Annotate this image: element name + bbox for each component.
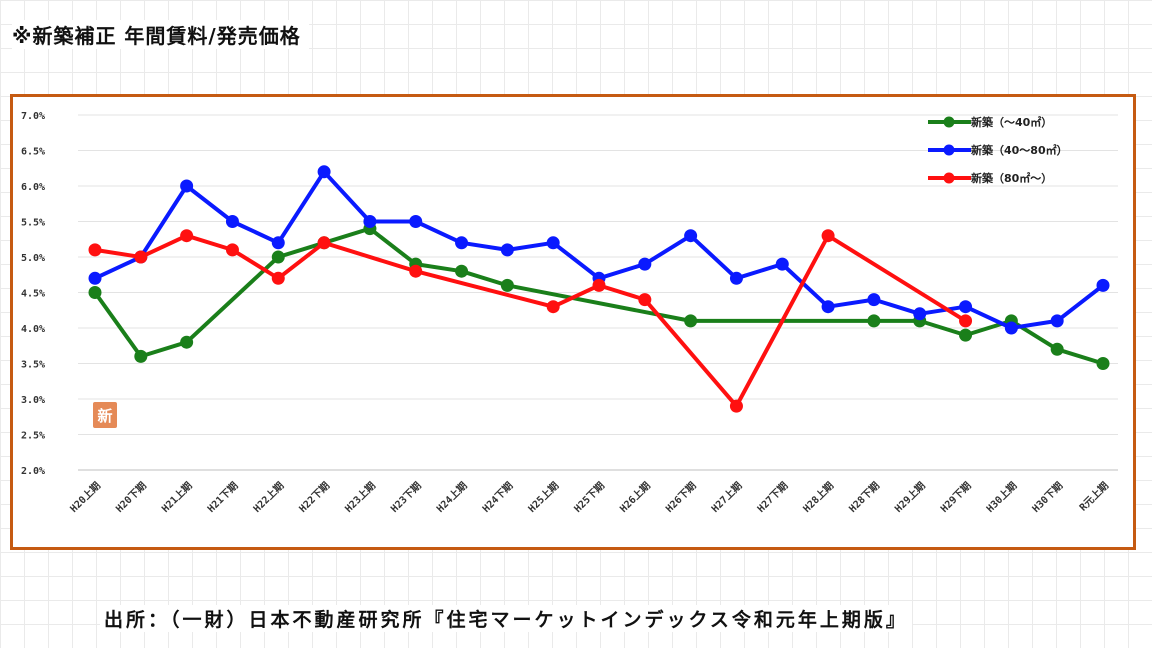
x-tick-label: H20下期 (113, 479, 149, 515)
data-point (821, 300, 835, 314)
y-tick-label: 2.5% (21, 431, 45, 442)
x-tick-label: H24上期 (434, 479, 470, 515)
data-point (684, 314, 698, 328)
data-point (1096, 278, 1110, 292)
new-stamp-icon: 新 (93, 402, 117, 428)
legend-label: 新築（40～80㎡） (971, 143, 1068, 157)
x-tick-label: H20上期 (67, 479, 103, 515)
data-point (363, 215, 377, 228)
x-tick-label: H26上期 (617, 479, 653, 515)
data-point (409, 264, 423, 278)
legend-label: 新築（～40㎡） (971, 115, 1052, 129)
legend-swatch-marker (943, 116, 955, 128)
y-tick-label: 3.5% (21, 360, 45, 371)
y-tick-label: 6.0% (21, 182, 45, 193)
source-note: 出所：（一財）日本不動産研究所『住宅マーケットインデックス令和元年上期版』 (100, 605, 912, 632)
y-tick-label: 7.0% (21, 111, 45, 122)
x-tick-label: H25上期 (525, 479, 561, 515)
data-point (546, 300, 560, 314)
data-point (867, 293, 881, 307)
x-tick-label: H28上期 (800, 479, 836, 515)
y-tick-label: 2.0% (21, 466, 45, 477)
x-tick-label: H27上期 (708, 479, 744, 515)
x-tick-label: H29下期 (938, 479, 974, 515)
data-point (455, 236, 469, 250)
data-point (225, 243, 239, 257)
data-point (684, 229, 698, 243)
data-point (317, 165, 331, 179)
data-point (729, 399, 743, 413)
data-point (500, 243, 514, 257)
data-point (409, 215, 423, 228)
data-point (271, 236, 285, 250)
data-point (959, 300, 973, 314)
y-tick-label: 4.5% (21, 289, 45, 300)
data-point (867, 314, 881, 328)
data-point (1050, 342, 1064, 356)
data-point (1050, 314, 1064, 328)
data-point (455, 264, 469, 278)
data-point (180, 179, 194, 193)
y-tick-label: 4.0% (21, 324, 45, 335)
data-point (317, 236, 331, 250)
legend-label: 新築（80㎡～） (971, 171, 1052, 185)
data-point (225, 215, 239, 228)
x-tick-label: H21下期 (204, 479, 240, 515)
data-point (1096, 357, 1110, 370)
data-point (88, 243, 102, 257)
data-point (775, 257, 789, 271)
data-point (88, 286, 102, 299)
x-tick-label: R元上期 (1076, 479, 1111, 514)
legend-swatch-marker (943, 172, 955, 184)
chart-frame: 7.0% 6.5% 6.0% 5.5% 5.0% 4.5% 4.0% 3.5% 3.0% 2.5%… (10, 94, 1136, 550)
data-point (134, 349, 148, 363)
data-point (271, 250, 285, 264)
data-point (1004, 321, 1018, 335)
x-tick-label: H27下期 (754, 479, 790, 515)
x-tick-label: H29上期 (892, 479, 928, 515)
y-tick-label: 3.0% (21, 395, 45, 406)
data-point (959, 314, 973, 328)
x-tick-label: H25下期 (571, 479, 607, 515)
x-tick-label: H30上期 (983, 479, 1019, 515)
data-point (959, 328, 973, 342)
x-tick-label: H23下期 (388, 479, 424, 515)
data-point (913, 307, 927, 321)
x-tick-label: H23上期 (342, 479, 378, 515)
y-tick-label: 6.5% (21, 147, 45, 158)
data-point (729, 271, 743, 285)
x-tick-label: H26下期 (663, 479, 699, 515)
data-point (546, 236, 560, 250)
y-tick-label: 5.5% (21, 218, 45, 229)
data-point (88, 271, 102, 285)
data-point (134, 250, 148, 264)
legend-swatch-marker (943, 144, 955, 156)
data-point (180, 335, 194, 349)
data-point (180, 229, 194, 243)
x-tick-label: H22下期 (296, 479, 332, 515)
series-line-1 (93, 226, 1104, 366)
line-chart: 7.0% 6.5% 6.0% 5.5% 5.0% 4.5% 4.0% 3.5% 3.0% 2.5%… (21, 111, 1118, 515)
data-point (271, 271, 285, 285)
x-tick-label: H28下期 (846, 479, 882, 515)
data-point (821, 229, 835, 243)
data-point (638, 293, 652, 307)
page-title: ※新築補正 年間賃料/発売価格 (12, 20, 309, 49)
data-point (592, 278, 606, 292)
x-tick-label: H30下期 (1029, 479, 1065, 515)
data-point (500, 278, 514, 292)
y-tick-label: 5.0% (21, 253, 45, 264)
x-tick-label: H22上期 (250, 479, 286, 515)
x-tick-label: H24下期 (479, 479, 515, 515)
x-tick-label: H21上期 (159, 479, 195, 515)
data-point (638, 257, 652, 271)
